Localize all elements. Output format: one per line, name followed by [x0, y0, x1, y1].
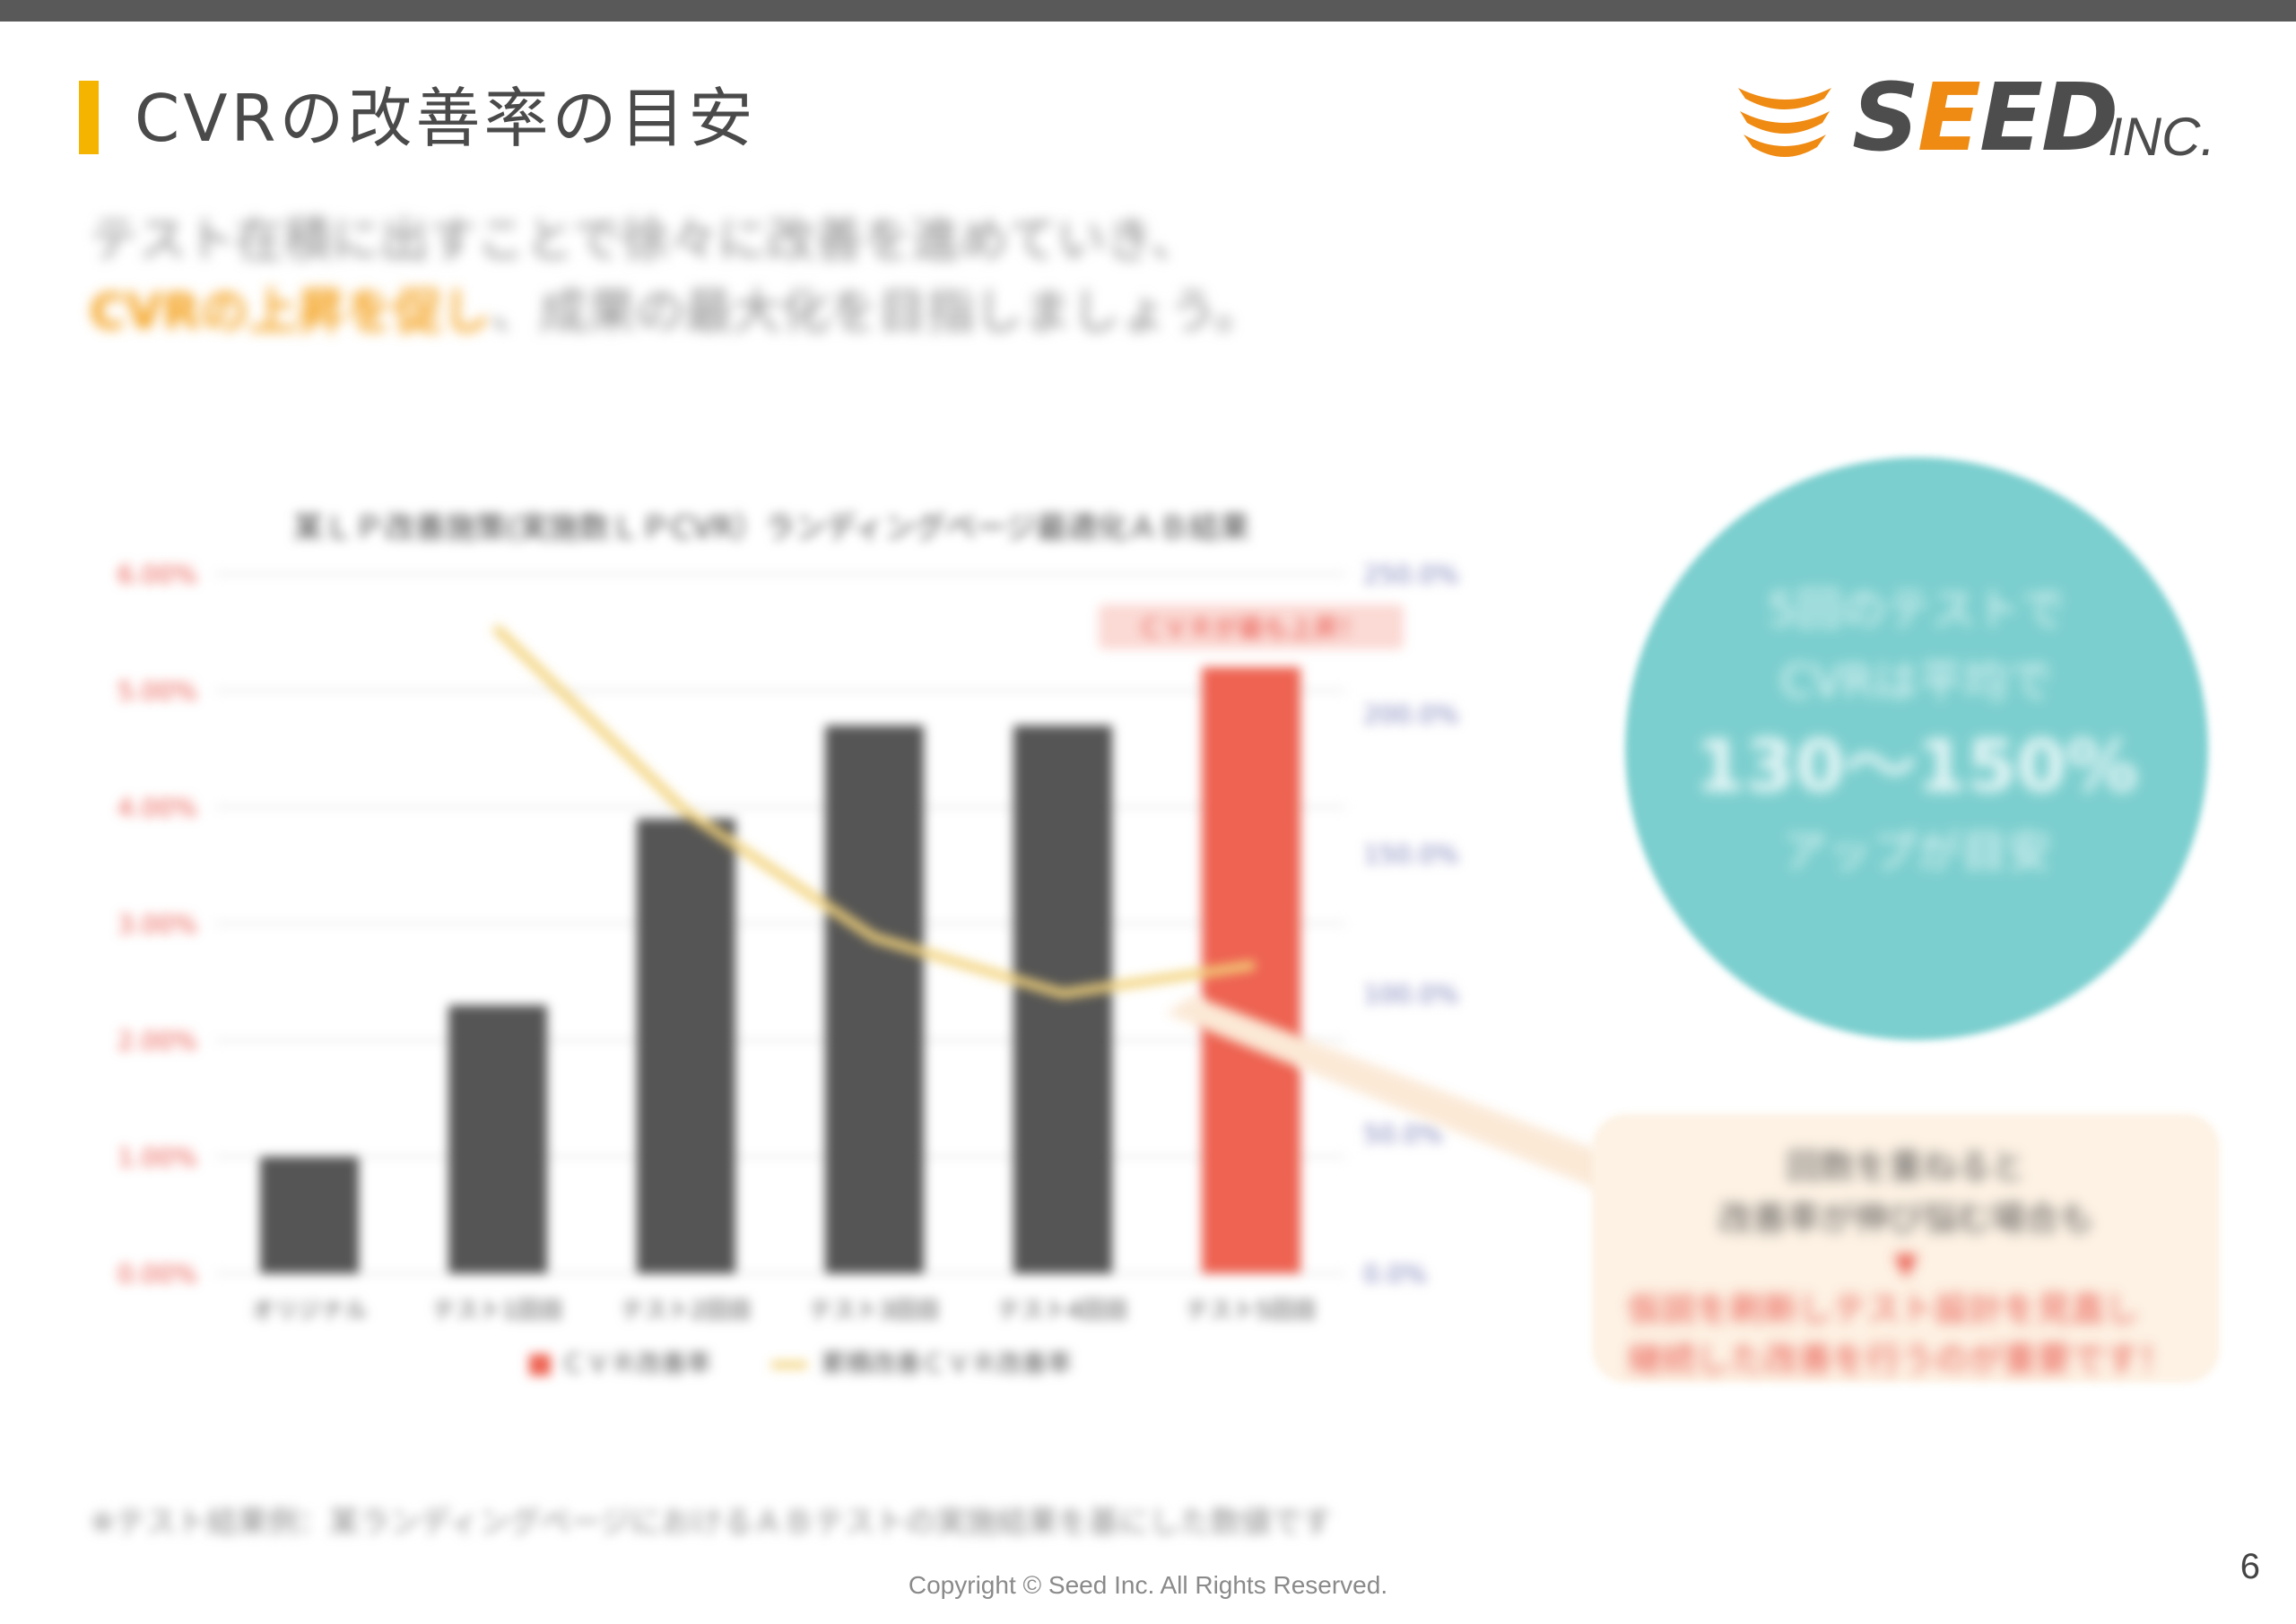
annotation-label: ＣＶＲが最も上昇！ — [1138, 613, 1364, 643]
logo-letter-s: S — [1852, 63, 1919, 172]
note-box: 回数を重ねると 改善率が伸び悩む場合も ▼ 仮説を刷新しテスト設計を見直し 継続… — [1592, 1114, 2220, 1383]
circle-line-3: 130〜150% — [1694, 725, 2139, 808]
y-left-tick-label: 4.00% — [117, 793, 197, 822]
note-down-arrow-icon: ▼ — [1893, 1246, 1918, 1282]
lead-highlight: CVRの上昇を促し — [90, 283, 491, 340]
circle-line-1: 5回のテストで — [1768, 584, 2066, 636]
logo-letter-d: D — [2041, 63, 2118, 172]
y-left-tick-label: 3.00% — [117, 909, 197, 939]
note-text: 回数を重ねると 改善率が伸び悩む場合も ▼ 仮説を刷新しテスト設計を見直し 継続… — [1592, 1141, 2220, 1385]
legend-swatch-bar — [529, 1354, 551, 1376]
x-tick-label: テスト5回目 — [1186, 1298, 1318, 1324]
y-right-tick-label: 100.0% — [1363, 979, 1459, 1009]
series-line — [493, 625, 1256, 998]
y-right-tick-label: 0.0% — [1363, 1259, 1427, 1289]
bar — [637, 819, 735, 1273]
lead-line-1: テスト在積に出すことで徐々に改善を進めていき、 — [90, 212, 1199, 268]
seed-logo: SEED INC. — [1731, 68, 2233, 169]
bar — [448, 1005, 547, 1273]
x-tick-label: テスト4回目 — [997, 1298, 1129, 1324]
lead-line-2-rest: 、成果の最大化を目指しましょう。 — [491, 283, 1263, 340]
y-left-tick-label: 2.00% — [117, 1026, 197, 1055]
lead-line-2: CVRの上昇を促し、成果の最大化を目指しましょう。 — [90, 276, 1345, 348]
note-red-line-2: 継続した改善を行うのが重要です！ — [1628, 1340, 2174, 1379]
bar — [260, 1157, 359, 1273]
bar — [825, 725, 924, 1273]
x-tick-label: オリジナル — [251, 1298, 368, 1324]
x-tick-label: テスト2回目 — [621, 1298, 752, 1324]
logo-letter-e: E — [1979, 63, 2043, 172]
legend-label-line: 累積改善ＣＶＲ改善率 — [821, 1349, 1072, 1378]
improvement-circle: 5回のテストで CVRは平均で 130〜150% アップが目安 — [1625, 457, 2208, 1040]
y-right-tick-label: 200.0% — [1363, 699, 1459, 729]
chart-title: 某ＬＰ改善施策(実施数ＬＰCVR）ランディングページ最適化ＡＢ結果 — [293, 510, 1250, 546]
seed-logo-word: SEED — [1852, 68, 2118, 167]
title-accent-bar — [79, 81, 99, 154]
y-right-tick-label: 50.0% — [1363, 1119, 1443, 1149]
y-left-tick-label: 0.00% — [117, 1259, 197, 1289]
copyright: Copyright © Seed Inc. All Rights Reserve… — [908, 1571, 1388, 1599]
y-right-tick-label: 250.0% — [1363, 560, 1459, 589]
annotation-box — [1099, 604, 1404, 649]
source-note: ※テスト結果例：某ランディングページにおけるＡＢテストの実施結果を基にした数値で… — [90, 1505, 1333, 1541]
cvr-chart-svg: 某ＬＰ改善施策(実施数ＬＰCVR）ランディングページ最適化ＡＢ結果 0.00% 1.… — [117, 510, 1459, 1378]
note-red-line-1: 仮説を刷新しテスト設計を見直し — [1628, 1290, 2140, 1329]
y-left-tick-label: 5.00% — [117, 676, 197, 706]
logo-letter-e-accent: E — [1917, 63, 1981, 172]
seed-logo-mark-icon — [1738, 88, 1831, 157]
bar — [1013, 725, 1112, 1273]
y-right-tick-label: 150.0% — [1363, 839, 1459, 869]
lead-text: テスト在積に出すことで徐々に改善を進めていき、 CVRの上昇を促し、成果の最大化… — [90, 204, 1345, 348]
cvr-chart: 某ＬＰ改善施策(実施数ＬＰCVR）ランディングページ最適化ＡＢ結果 0.00% 1.… — [72, 484, 1507, 1417]
circle-text: 5回のテストで CVRは平均で 130〜150% アップが目安 — [1625, 574, 2208, 888]
circle-line-4: アップが目安 — [1782, 826, 2051, 878]
y-left-tick-label: 6.00% — [117, 560, 197, 589]
note-line-2: 改善率が伸び悩む場合も — [1718, 1199, 2093, 1238]
top-bar — [0, 0, 2296, 22]
y-left-tick-label: 1.00% — [117, 1142, 197, 1172]
x-tick-label: テスト1回目 — [432, 1298, 564, 1324]
seed-logo-inc: INC. — [2108, 107, 2215, 167]
x-tick-label: テスト3回目 — [809, 1298, 941, 1324]
circle-line-2: CVRは平均で — [1780, 656, 2053, 708]
page-number: 6 — [2239, 1547, 2260, 1586]
note-line-1: 回数を重ねると — [1786, 1147, 2025, 1186]
legend-label-bar: ＣＶＲ改善率 — [561, 1349, 711, 1378]
slide-title: CVRの改善率の目安 — [135, 81, 757, 156]
